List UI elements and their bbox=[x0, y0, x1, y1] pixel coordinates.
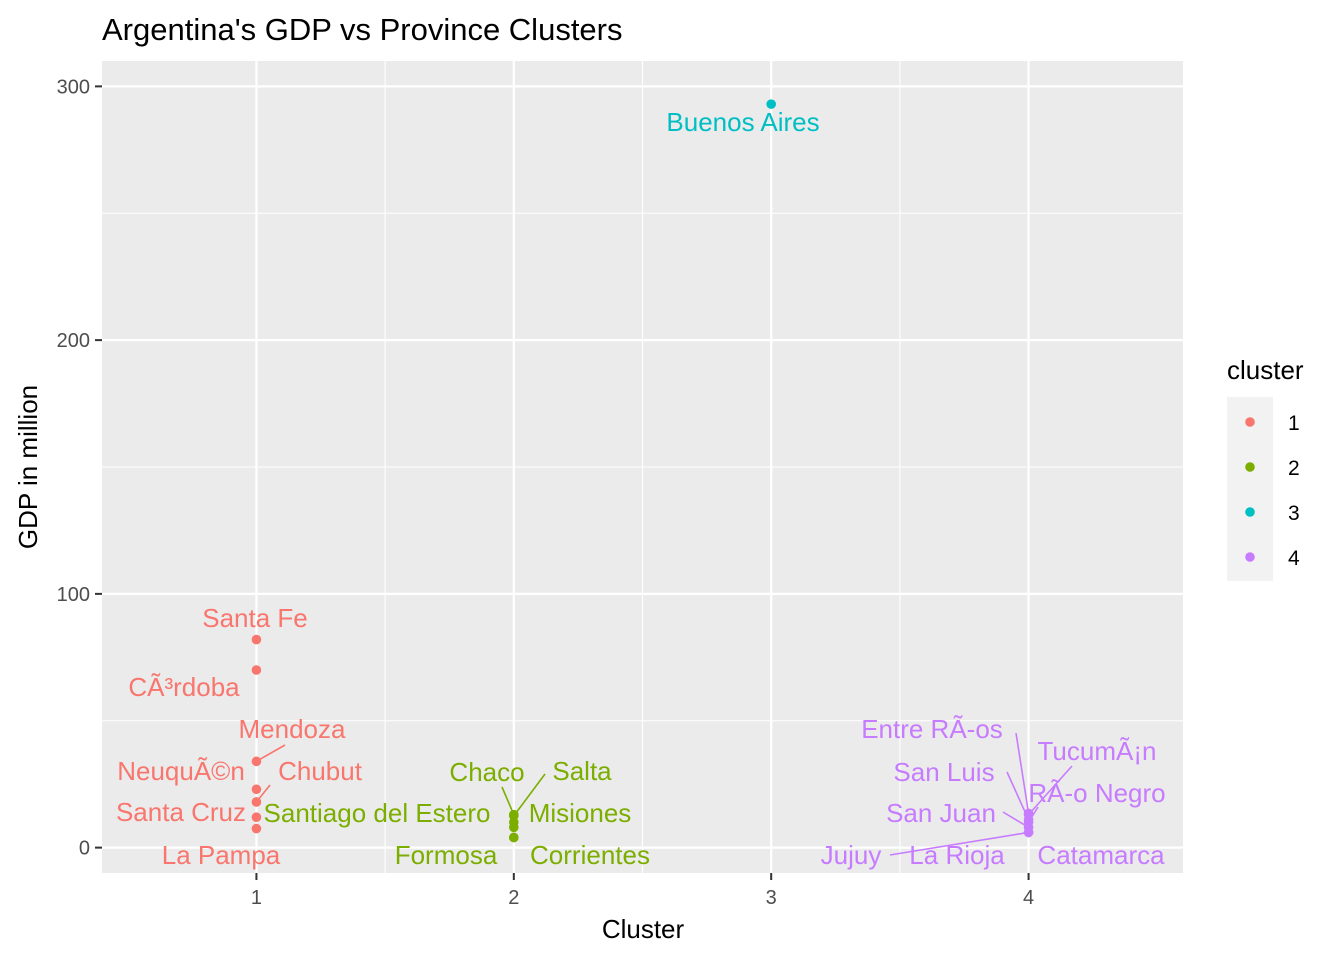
leader-line bbox=[1002, 811, 1029, 829]
data-point bbox=[509, 832, 519, 843]
leader-line bbox=[889, 831, 1029, 856]
y-tick-label: 200 bbox=[57, 330, 90, 352]
y-tick-label: 300 bbox=[57, 76, 90, 98]
point-label: Jujuy bbox=[821, 840, 882, 870]
legend-label: 3 bbox=[1288, 502, 1300, 525]
point-label: La Rioja bbox=[909, 840, 1005, 870]
point-label: San Luis bbox=[893, 757, 994, 787]
point-label: Catamarca bbox=[1037, 840, 1165, 870]
y-tick-label: 0 bbox=[79, 838, 90, 860]
legend-label: 4 bbox=[1288, 547, 1300, 570]
data-point bbox=[766, 99, 776, 109]
point-label: Santa Fe bbox=[202, 603, 308, 633]
point-label: Chubut bbox=[278, 756, 363, 786]
data-point bbox=[251, 756, 262, 767]
point-label: Corrientes bbox=[530, 840, 650, 870]
data-points bbox=[251, 99, 1034, 843]
point-label: Formosa bbox=[395, 840, 498, 870]
data-point bbox=[251, 634, 262, 645]
legend-key bbox=[1245, 552, 1255, 562]
leader-line bbox=[513, 773, 546, 817]
legend: cluster 1 2 3 4 bbox=[1227, 355, 1304, 581]
legend-key bbox=[1245, 462, 1255, 472]
point-label: Misiones bbox=[529, 798, 632, 828]
point-label: Buenos Aires bbox=[666, 107, 819, 137]
point-label: RÃ-o Negro bbox=[1028, 778, 1165, 808]
leader-line bbox=[501, 786, 515, 815]
data-point bbox=[251, 784, 262, 795]
point-label: San Juan bbox=[886, 798, 996, 828]
point-label: Salta bbox=[552, 756, 612, 786]
legend-key bbox=[1245, 417, 1255, 427]
leader-line bbox=[1027, 765, 1073, 816]
data-point bbox=[509, 822, 519, 833]
x-tick-label: 2 bbox=[508, 887, 519, 909]
point-label: NeuquÃ©n bbox=[117, 756, 245, 786]
point-label: La Pampa bbox=[162, 840, 281, 870]
y-tick-label: 100 bbox=[57, 584, 90, 606]
axis-ticks: 0 100 200 300 1 2 3 4 bbox=[57, 76, 1035, 909]
chart-title: Argentina's GDP vs Province Clusters bbox=[102, 12, 623, 47]
data-point bbox=[1023, 827, 1034, 838]
leader-line bbox=[1015, 732, 1030, 814]
x-axis-title: Cluster bbox=[602, 914, 685, 944]
point-label: CÃ³rdoba bbox=[128, 672, 240, 702]
point-label: Santiago del Estero bbox=[264, 798, 491, 828]
data-point bbox=[251, 823, 262, 834]
x-tick-label: 1 bbox=[251, 887, 262, 909]
legend-title: cluster bbox=[1227, 355, 1304, 385]
point-label: Chaco bbox=[449, 757, 524, 787]
leader-line bbox=[256, 744, 286, 763]
point-label: Santa Cruz bbox=[116, 797, 246, 827]
x-tick-label: 4 bbox=[1023, 887, 1034, 909]
point-labels: Santa Fe CÃ³rdoba Mendoza NeuquÃ©n Chubut San… bbox=[116, 107, 1166, 870]
point-label: Mendoza bbox=[239, 714, 346, 744]
legend-key-background bbox=[1227, 397, 1273, 581]
data-point bbox=[251, 665, 262, 675]
data-point bbox=[251, 812, 262, 822]
point-label: Entre RÃ-os bbox=[861, 714, 1003, 744]
x-tick-label: 3 bbox=[766, 887, 777, 909]
grid-lines bbox=[102, 61, 1183, 873]
legend-label: 2 bbox=[1288, 457, 1300, 480]
y-axis-title: GDP in million bbox=[13, 385, 43, 549]
data-point bbox=[251, 797, 262, 807]
point-label: TucumÃ¡n bbox=[1038, 736, 1157, 766]
legend-label: 1 bbox=[1288, 412, 1300, 435]
legend-key bbox=[1245, 507, 1255, 517]
